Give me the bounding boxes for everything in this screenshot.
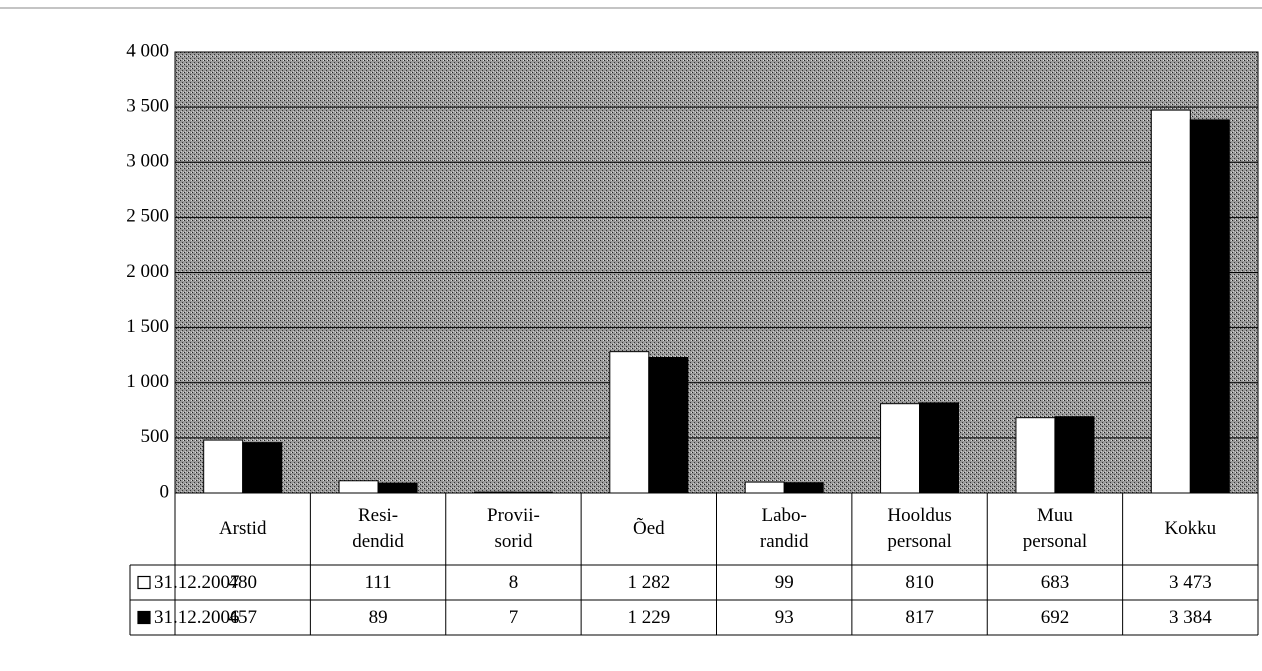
value-label: 111 [364,571,392,593]
value-label: 683 [1040,571,1070,593]
bar [1015,417,1056,494]
bar [512,491,553,494]
bar [242,442,283,494]
category-label: Kokku [1164,518,1217,539]
category-label: Resi- dendid [352,505,404,552]
value-label: 3 473 [1168,571,1212,593]
bar [648,357,689,494]
y-tick-label: 1 000 [126,371,169,392]
value-label: 7 [508,606,519,628]
bar [1054,416,1095,494]
value-label: 817 [905,606,934,628]
value-label: 457 [228,606,257,628]
bar [1150,109,1191,494]
y-tick-label: 3 500 [126,95,169,116]
value-label: 8 [508,571,519,593]
category-label: Labo- randid [759,505,809,552]
legend-label: 31.12.2007 [154,571,240,593]
y-tick-label: 500 [141,426,170,447]
y-tick-label: 2 500 [126,206,169,227]
value-label: 810 [905,571,934,593]
bar [783,482,824,494]
y-tick-label: 1 500 [126,316,169,337]
value-label: 89 [368,606,388,628]
bar [338,480,379,494]
bar [744,481,785,494]
category-label: Arstid [218,518,267,539]
category-label: Hooldus personal [887,505,952,552]
value-label: 480 [228,571,257,593]
category-label: Õed [632,518,665,539]
value-label: 3 384 [1168,606,1212,628]
y-tick-label: 2 000 [126,261,169,282]
value-label: 1 282 [627,571,671,593]
y-tick-label: 0 [160,481,170,502]
bar [1189,119,1230,494]
bar [203,439,244,494]
bar [609,351,650,494]
value-label: 692 [1040,606,1070,628]
legend-swatch [137,575,151,590]
value-label: 93 [774,606,794,628]
y-tick-label: 4 000 [126,40,169,61]
value-label: 99 [774,571,794,593]
bar [919,402,960,494]
value-label: 1 229 [627,606,671,628]
bar [377,482,418,494]
legend-label: 31.12.2006 [154,606,240,628]
y-tick-label: 3 000 [126,151,169,172]
legend-swatch [137,610,151,625]
bar [880,403,921,494]
category-label: Muu personal [1022,505,1088,552]
category-label: Provii- sorid [487,505,540,552]
